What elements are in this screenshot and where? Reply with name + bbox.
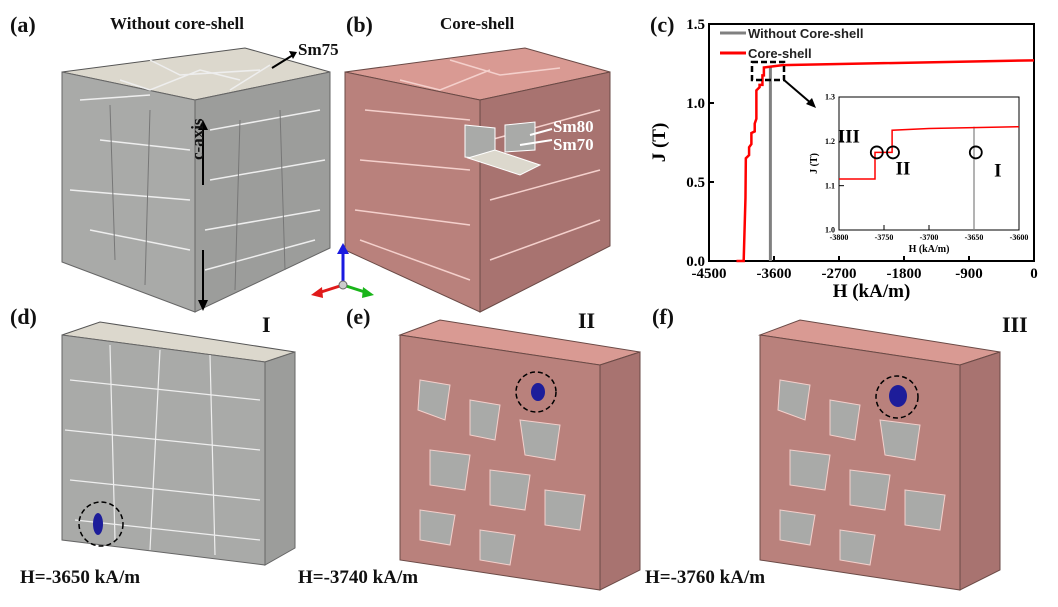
legend-label: Core-shell [748, 46, 812, 61]
cube-without-core-shell [61, 47, 331, 313]
main-y-tick-label: 1.5 [686, 17, 705, 33]
inset-x-tick-label: -3800 [830, 233, 849, 242]
main-x-tick-label: 0 [1030, 266, 1038, 282]
chart-inset: -3800 -3750 -3700 -3650 -3600 1.0 1.1 1.2 1.3 H (… [809, 93, 1028, 255]
cube-core-shell [344, 47, 611, 313]
inset-y-tick-label: 1.1 [825, 181, 835, 190]
zoom-region-box [750, 60, 786, 82]
slab-core-shell-e [398, 319, 641, 591]
slab-without-core-shell [61, 321, 296, 566]
state-circle-II [886, 145, 900, 160]
main-x-tick-label: -1800 [887, 266, 922, 282]
main-x-tick-label: -900 [955, 266, 983, 282]
inset-x-tick-label: -3650 [965, 233, 984, 242]
panel-b-tag: (b) [346, 12, 373, 37]
field-e: H=-3740 kA/m [298, 567, 419, 588]
field-d: H=-3650 kA/m [20, 567, 141, 588]
state-label-III: III [838, 126, 860, 147]
state-label-I: I [994, 160, 1001, 181]
sm80-label: Sm80 [553, 117, 594, 136]
inset-y-tick-label: 1.2 [825, 137, 835, 146]
panel-d-tag: (d) [10, 304, 37, 329]
orientation-triad [311, 243, 374, 298]
state-circle-III [869, 145, 884, 160]
legend-label: Without Core-shell [748, 26, 863, 41]
main-y-tick-label: 0.5 [686, 175, 705, 191]
inset-x-tick-label: -3600 [1010, 233, 1029, 242]
panel-b-title: Core-shell [440, 14, 515, 33]
state-label-II: II [896, 158, 911, 179]
sm70-label: Sm70 [553, 135, 594, 154]
main-series-core-shell [736, 59, 1035, 263]
inset-plot-frame [838, 96, 1020, 231]
sm75-label: Sm75 [298, 40, 339, 59]
main-x-tick-label: -3600 [757, 266, 792, 282]
panel-f-tag: (f) [652, 304, 674, 329]
main-y-tick-label: 1.0 [686, 96, 705, 112]
inset-series-core-shell [839, 125, 1020, 180]
panel-c-tag: (c) [650, 12, 675, 37]
zoom-arrow-head [806, 98, 816, 108]
inset-y-axis-label: J (T) [809, 153, 820, 174]
main-x-tick-label: -4500 [692, 266, 727, 282]
inset-y-tick-label: 1.3 [825, 93, 835, 102]
marker-III: III [1002, 312, 1028, 337]
main-y-axis-label: J (T) [649, 123, 670, 163]
inset-y-tick-label: 1.0 [825, 226, 835, 235]
state-circle-I [968, 145, 983, 160]
marker-II: II [578, 308, 596, 333]
panel-a-title: Without core-shell [110, 14, 244, 33]
main-x-tick-label: -2700 [822, 266, 857, 282]
c-axis-label: c-axis [188, 118, 207, 160]
inset-x-axis-label: H (kA/m) [909, 244, 950, 255]
main-x-axis-label: H (kA/m) [833, 281, 911, 302]
zoom-arrow [783, 79, 813, 105]
field-f: H=-3760 kA/m [645, 567, 766, 588]
sm75-arrow [271, 54, 294, 69]
panel-e-tag: (e) [346, 304, 371, 329]
slab-core-shell-f [758, 319, 1001, 591]
panel-a-tag: (a) [10, 12, 36, 37]
inset-x-tick-label: -3750 [875, 233, 894, 242]
marker-I: I [262, 312, 271, 337]
main-y-tick-label: 0.0 [686, 254, 705, 270]
inset-x-tick-label: -3700 [920, 233, 939, 242]
